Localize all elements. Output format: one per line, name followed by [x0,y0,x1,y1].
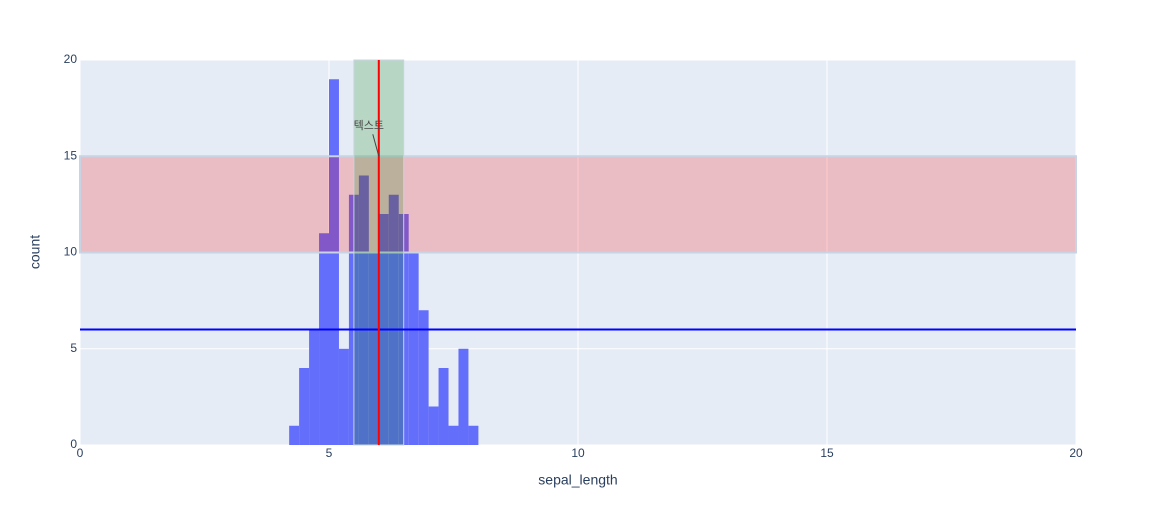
annotation-arrow [372,134,380,157]
bar [388,194,399,445]
bar [368,252,379,445]
bar [428,406,439,445]
bar [289,425,300,445]
y-tick-label: 15 [64,148,78,162]
horizontal-band [79,155,1077,254]
x-tick-label: 0 [77,446,84,460]
bar [418,310,429,445]
x-tick-label: 10 [571,446,585,460]
bar [319,233,329,445]
bar [329,79,339,445]
bar [338,348,349,445]
bar [408,252,419,445]
x-tick-label: 15 [820,446,834,460]
bar [468,425,479,445]
x-tick-label: 5 [326,446,333,460]
y-tick-label: 0 [70,437,77,451]
bar [448,425,459,445]
bar [299,368,310,445]
bar [358,175,369,445]
x-tick-label: 20 [1069,446,1083,460]
bar [458,348,469,445]
y-axis-title: count [27,235,43,269]
annotation-text: 텍스트 [354,119,384,132]
x-axis-title: sepal_length [538,472,617,488]
y-tick-label: 20 [64,52,78,66]
y-tick-label: 10 [64,245,78,259]
bar [438,368,449,445]
y-tick-label: 5 [70,341,77,355]
bar [309,329,320,445]
